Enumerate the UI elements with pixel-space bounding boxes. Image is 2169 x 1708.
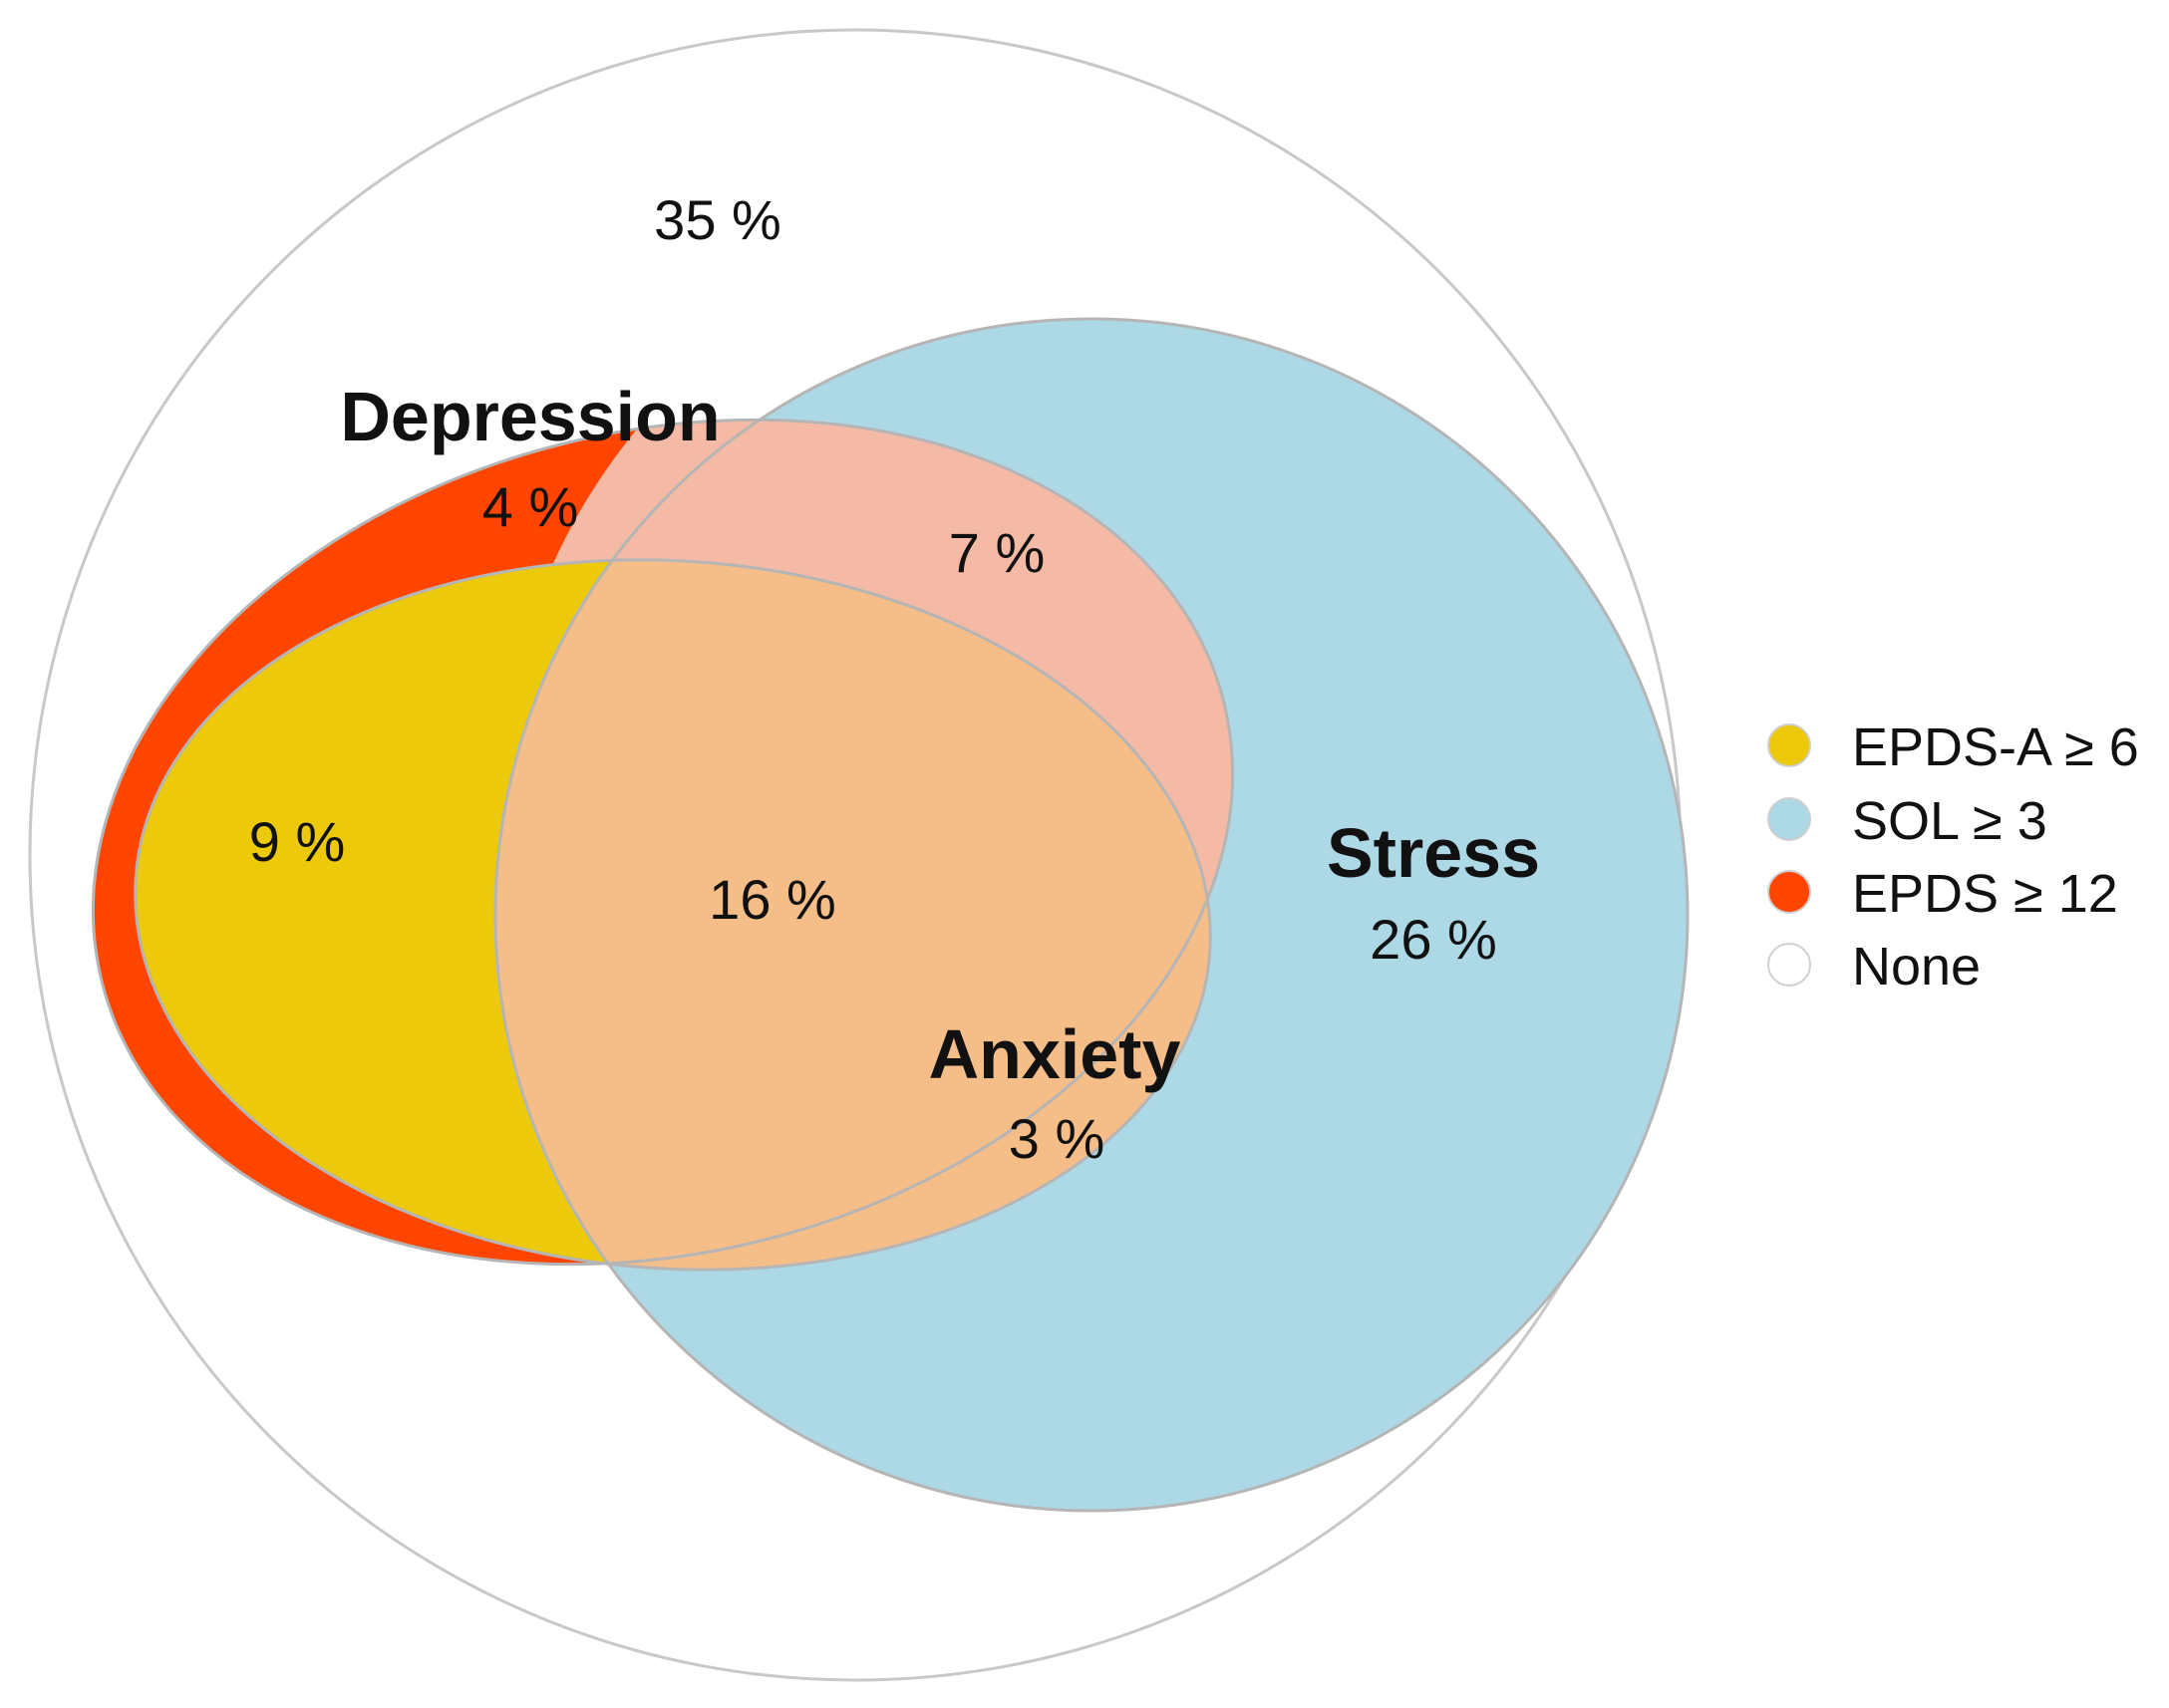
stress-outline <box>493 317 1690 1513</box>
region-none-label: 35 % <box>654 188 781 251</box>
legend-label-depression: EPDS ≥ 12 <box>1852 864 2118 924</box>
depression-title: Depression <box>340 378 720 455</box>
legend: EPDS-A ≥ 6 SOL ≥ 3 EPDS ≥ 12 None <box>1767 717 2139 996</box>
legend-item: None <box>1767 937 1981 996</box>
region-depression-anxiety-label: 9 % <box>249 810 346 873</box>
region-stress-only-label: 26 % <box>1370 908 1497 971</box>
depression-outline <box>91 418 1235 1267</box>
legend-item: EPDS-A ≥ 6 <box>1767 717 2139 777</box>
region-anxiety-only-label: 3 % <box>1009 1107 1105 1170</box>
all-three-overlap <box>495 524 1235 1305</box>
region-depression-only-label: 4 % <box>482 475 579 538</box>
legend-label-none: None <box>1852 937 1981 996</box>
stress-title: Stress <box>1327 814 1540 892</box>
region-all-three-label: 16 % <box>709 868 836 931</box>
legend-item: SOL ≥ 3 <box>1767 791 2047 851</box>
legend-label-stress: SOL ≥ 3 <box>1852 791 2047 851</box>
legend-swatch-depression <box>1767 870 1811 914</box>
region-depression-stress-label: 7 % <box>949 521 1046 584</box>
anxiety-outline <box>134 558 1212 1272</box>
legend-swatch-none <box>1767 943 1811 987</box>
legend-label-anxiety: EPDS-A ≥ 6 <box>1852 717 2139 777</box>
legend-item: EPDS ≥ 12 <box>1767 864 2118 924</box>
anxiety-title: Anxiety <box>929 1015 1181 1093</box>
legend-swatch-stress <box>1767 797 1811 841</box>
legend-swatch-anxiety <box>1767 723 1811 767</box>
